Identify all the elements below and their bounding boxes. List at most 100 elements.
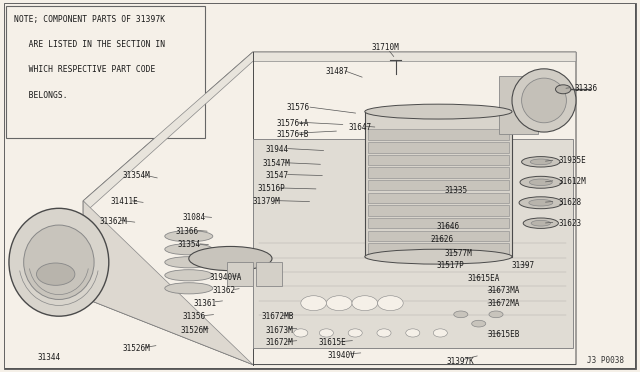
Circle shape	[406, 329, 420, 337]
Text: 31710M: 31710M	[371, 43, 399, 52]
Text: 31354M: 31354M	[123, 171, 150, 180]
Circle shape	[556, 85, 571, 94]
Text: 21626: 21626	[430, 235, 453, 244]
Ellipse shape	[165, 257, 212, 268]
Text: J3 P0038: J3 P0038	[587, 356, 624, 365]
Ellipse shape	[165, 270, 212, 281]
Ellipse shape	[520, 176, 562, 188]
Ellipse shape	[529, 199, 553, 206]
Ellipse shape	[165, 244, 212, 255]
Polygon shape	[83, 52, 576, 365]
Text: 31672MA: 31672MA	[488, 299, 520, 308]
Circle shape	[378, 296, 403, 311]
Text: 31577M: 31577M	[445, 249, 472, 258]
Text: 31379M: 31379M	[253, 197, 280, 206]
Bar	[365, 112, 512, 257]
Polygon shape	[83, 201, 253, 365]
Ellipse shape	[165, 283, 212, 294]
Text: 31335: 31335	[445, 186, 468, 195]
Bar	[368, 218, 509, 228]
Bar	[368, 167, 509, 178]
Ellipse shape	[522, 157, 560, 167]
Text: 31366: 31366	[176, 227, 199, 236]
Ellipse shape	[512, 69, 576, 132]
Text: 31935E: 31935E	[558, 156, 586, 165]
Text: 31362: 31362	[212, 286, 236, 295]
Text: WHICH RESPECTIVE PART CODE: WHICH RESPECTIVE PART CODE	[14, 65, 156, 74]
Circle shape	[433, 329, 447, 337]
Ellipse shape	[531, 220, 550, 226]
Text: 31487: 31487	[325, 67, 348, 76]
Bar	[499, 76, 538, 134]
Bar	[6, 6, 205, 138]
Text: 31344: 31344	[37, 353, 60, 362]
Text: 31623: 31623	[558, 219, 581, 228]
Bar	[368, 180, 509, 190]
Ellipse shape	[519, 197, 563, 209]
Ellipse shape	[365, 104, 512, 119]
Text: 31615EA: 31615EA	[467, 274, 500, 283]
Bar	[368, 243, 509, 254]
Text: 31354: 31354	[178, 240, 201, 249]
Polygon shape	[83, 52, 576, 208]
Text: 31526M: 31526M	[123, 344, 150, 353]
Text: 31615E: 31615E	[319, 339, 346, 347]
Circle shape	[301, 296, 326, 311]
Text: 31615EB: 31615EB	[488, 330, 520, 339]
Circle shape	[377, 329, 391, 337]
Ellipse shape	[489, 311, 503, 318]
Text: 31362M: 31362M	[99, 217, 127, 226]
Ellipse shape	[189, 246, 272, 271]
Text: 31397K: 31397K	[447, 357, 474, 366]
Ellipse shape	[165, 231, 212, 242]
Circle shape	[348, 329, 362, 337]
Bar	[368, 129, 509, 140]
Circle shape	[36, 263, 75, 285]
Text: 31361: 31361	[193, 299, 216, 308]
Bar	[368, 155, 509, 165]
Text: ARE LISTED IN THE SECTION IN: ARE LISTED IN THE SECTION IN	[14, 40, 165, 49]
Ellipse shape	[472, 320, 486, 327]
Text: 31516P: 31516P	[257, 185, 285, 193]
Text: 31526M: 31526M	[180, 326, 208, 335]
Text: 31517P: 31517P	[436, 262, 464, 270]
Bar	[368, 205, 509, 216]
Ellipse shape	[523, 218, 558, 228]
Circle shape	[319, 329, 333, 337]
Bar	[368, 142, 509, 153]
Ellipse shape	[530, 159, 551, 165]
Bar	[256, 262, 282, 286]
Text: BELONGS.: BELONGS.	[14, 91, 68, 100]
Text: 31672MB: 31672MB	[261, 312, 294, 321]
Text: 31940V: 31940V	[328, 351, 355, 360]
Text: 31547: 31547	[266, 171, 289, 180]
Text: 31647: 31647	[349, 123, 372, 132]
Circle shape	[326, 296, 352, 311]
Text: 31646: 31646	[436, 222, 460, 231]
Text: 31356: 31356	[182, 312, 205, 321]
Ellipse shape	[9, 208, 109, 316]
Bar	[253, 140, 573, 348]
Text: 31547M: 31547M	[262, 159, 290, 168]
Ellipse shape	[454, 311, 468, 318]
Text: 31673M: 31673M	[266, 326, 293, 335]
Text: 31612M: 31612M	[558, 177, 586, 186]
Text: 31084: 31084	[182, 213, 205, 222]
Bar	[368, 193, 509, 203]
Text: 31576: 31576	[287, 103, 310, 112]
Text: 31673MA: 31673MA	[488, 286, 520, 295]
Text: 31576+A: 31576+A	[276, 119, 309, 128]
Ellipse shape	[522, 78, 566, 123]
Text: 31336: 31336	[575, 84, 598, 93]
Text: 31944: 31944	[266, 145, 289, 154]
Ellipse shape	[365, 249, 512, 264]
Text: 31940VA: 31940VA	[210, 273, 243, 282]
Text: 31576+B: 31576+B	[276, 130, 309, 139]
Ellipse shape	[529, 179, 552, 186]
Text: 31672M: 31672M	[266, 339, 293, 347]
Text: 31397: 31397	[512, 262, 535, 270]
Text: NOTE; COMPONENT PARTS OF 31397K: NOTE; COMPONENT PARTS OF 31397K	[14, 15, 165, 24]
Bar	[368, 231, 509, 241]
Text: 31628: 31628	[558, 198, 581, 207]
Circle shape	[294, 329, 308, 337]
